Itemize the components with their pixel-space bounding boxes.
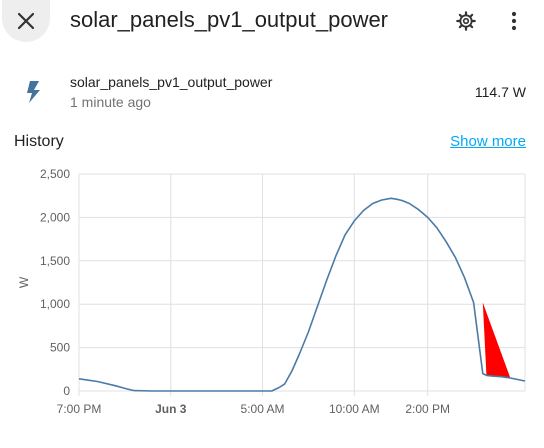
x-tick-label: Jun 3 (155, 402, 187, 416)
show-more-link[interactable]: Show more (450, 133, 526, 150)
entity-last-changed: 1 minute ago (70, 94, 151, 110)
flash-icon (27, 81, 40, 103)
x-tick-label: 5:00 AM (241, 402, 285, 416)
y-tick-label: 1,000 (40, 297, 70, 311)
y-axis-label: W (17, 276, 31, 288)
close-button[interactable] (2, 0, 50, 42)
gear-icon (456, 11, 476, 31)
x-tick-label: 10:00 AM (329, 402, 380, 416)
y-tick-label: 1,500 (40, 254, 70, 268)
history-title: History (14, 133, 64, 150)
more-menu-button[interactable] (499, 6, 529, 36)
y-tick-label: 0 (63, 384, 70, 398)
highlight-region (482, 302, 511, 378)
y-tick-label: 2,500 (40, 167, 70, 181)
settings-button[interactable] (451, 6, 481, 36)
x-tick-label: 7:00 PM (57, 402, 102, 416)
x-tick-label: 2:00 PM (405, 402, 450, 416)
history-chart: 0 500 1,000 1,500 2,000 2,500 7:00 PM Jun 3 5:0… (17, 167, 526, 416)
close-icon (17, 12, 35, 30)
entity-state: 114.7 W (474, 84, 526, 100)
y-tick-label: 2,000 (40, 210, 70, 224)
power-series-line (78, 197, 526, 392)
dialog-title: solar_panels_pv1_output_power (70, 7, 389, 32)
more-vertical-icon (511, 11, 517, 31)
entity-row: solar_panels_pv1_output_power 1 minute a… (0, 70, 544, 114)
entity-name: solar_panels_pv1_output_power (70, 74, 273, 90)
y-tick-label: 500 (50, 341, 70, 355)
